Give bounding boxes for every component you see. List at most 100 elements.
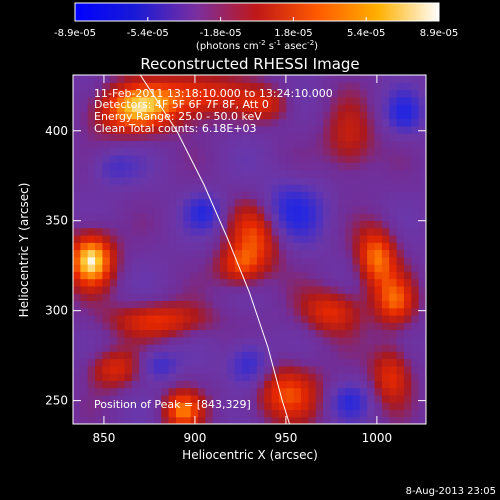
heatmap-cell [418,125,426,134]
heatmap-cell [234,271,243,280]
heatmap-cell [124,300,133,309]
heatmap-cell [271,176,280,185]
heatmap-cell [300,154,309,163]
heatmap-cell [286,322,295,331]
heatmap-cell [374,249,383,258]
heatmap-cell [323,154,331,163]
heatmap-cell [146,387,155,396]
heatmap-cell [139,373,148,381]
heatmap-cell [337,416,346,424]
heatmap-cell [198,373,206,381]
heatmap-cell [352,176,361,185]
heatmap-cell [403,118,412,127]
heatmap-cell [359,307,368,316]
heatmap-cell [337,387,346,396]
heatmap-cell [330,278,339,287]
heatmap-cell [278,133,287,142]
heatmap-cell [374,242,383,251]
heatmap-cell [286,329,295,338]
heatmap-cell [153,154,162,163]
heatmap-cell [168,125,177,134]
heatmap-cell [153,402,162,411]
heatmap-cell [367,336,376,345]
heatmap-cell [286,220,295,229]
heatmap-cell [234,351,243,360]
heatmap-cell [220,184,229,192]
heatmap-cell [264,234,273,243]
heatmap-cell [256,147,265,156]
heatmap-cell [117,409,126,418]
heatmap-cell [352,387,361,396]
heatmap-cell [403,133,412,142]
heatmap-cell [161,96,170,105]
heatmap-cell [308,264,317,272]
heatmap-cell [139,387,148,396]
heatmap-cell [308,169,317,178]
heatmap-cell [286,394,295,403]
heatmap-cell [183,387,192,396]
heatmap-cell [389,351,398,360]
heatmap-cell [220,373,229,381]
heatmap-cell [102,358,111,367]
heatmap-cell [117,344,126,352]
heatmap-cell [139,227,148,236]
heatmap-cell [212,402,221,411]
heatmap-cell [234,285,243,294]
heatmap-cell [109,220,118,229]
heatmap-cell [286,227,295,236]
heatmap-cell [352,358,361,367]
heatmap-cell [367,293,376,301]
heatmap-cell [109,125,118,134]
heatmap-cell [389,380,398,389]
heatmap-cell [190,387,199,396]
heatmap-cell [278,329,287,338]
heatmap-cell [87,329,96,338]
heatmap-cell [190,307,199,316]
heatmap-cell [73,133,81,142]
heatmap-cell [315,256,324,265]
heatmap-cell [367,394,376,403]
heatmap-cell [411,176,420,185]
heatmap-cell [396,402,405,411]
heatmap-cell [80,293,89,301]
heatmap-cell [168,358,177,367]
heatmap-cell [168,264,177,272]
heatmap-cell [264,322,273,331]
heatmap-cell [198,198,206,207]
heatmap-cell [161,314,170,323]
heatmap-cell [308,416,317,424]
heatmap-cell [198,249,206,258]
heatmap-cell [271,147,280,156]
y-tick-label: 250 [45,394,68,408]
heatmap-cell [139,256,148,265]
heatmap-cell [175,264,184,272]
heatmap-cell [278,307,287,316]
heatmap-cell [345,82,354,91]
heatmap-cell [264,307,273,316]
heatmap-cell [205,271,214,280]
heatmap-cell [124,147,133,156]
heatmap-cell [175,162,184,171]
heatmap-cell [124,264,133,272]
heatmap-cell [396,104,405,112]
heatmap-cell [124,285,133,294]
heatmap-cell [175,154,184,163]
heatmap-cell [212,75,221,83]
heatmap-cell [80,213,89,222]
heatmap-cell [87,213,96,222]
heatmap-cell [220,322,229,331]
heatmap-cell [308,409,317,418]
heatmap-cell [131,162,140,171]
heatmap-cell [242,213,251,222]
heatmap-cell [205,184,214,192]
heatmap-cell [234,264,243,272]
heatmap-cell [242,220,251,229]
heatmap-cell [198,322,206,331]
heatmap-cell [271,227,280,236]
heatmap-cell [293,256,302,265]
heatmap-cell [168,227,177,236]
heatmap-cell [161,162,170,171]
heatmap-cell [352,307,361,316]
heatmap-cell [359,278,368,287]
heatmap-cell [411,118,420,127]
